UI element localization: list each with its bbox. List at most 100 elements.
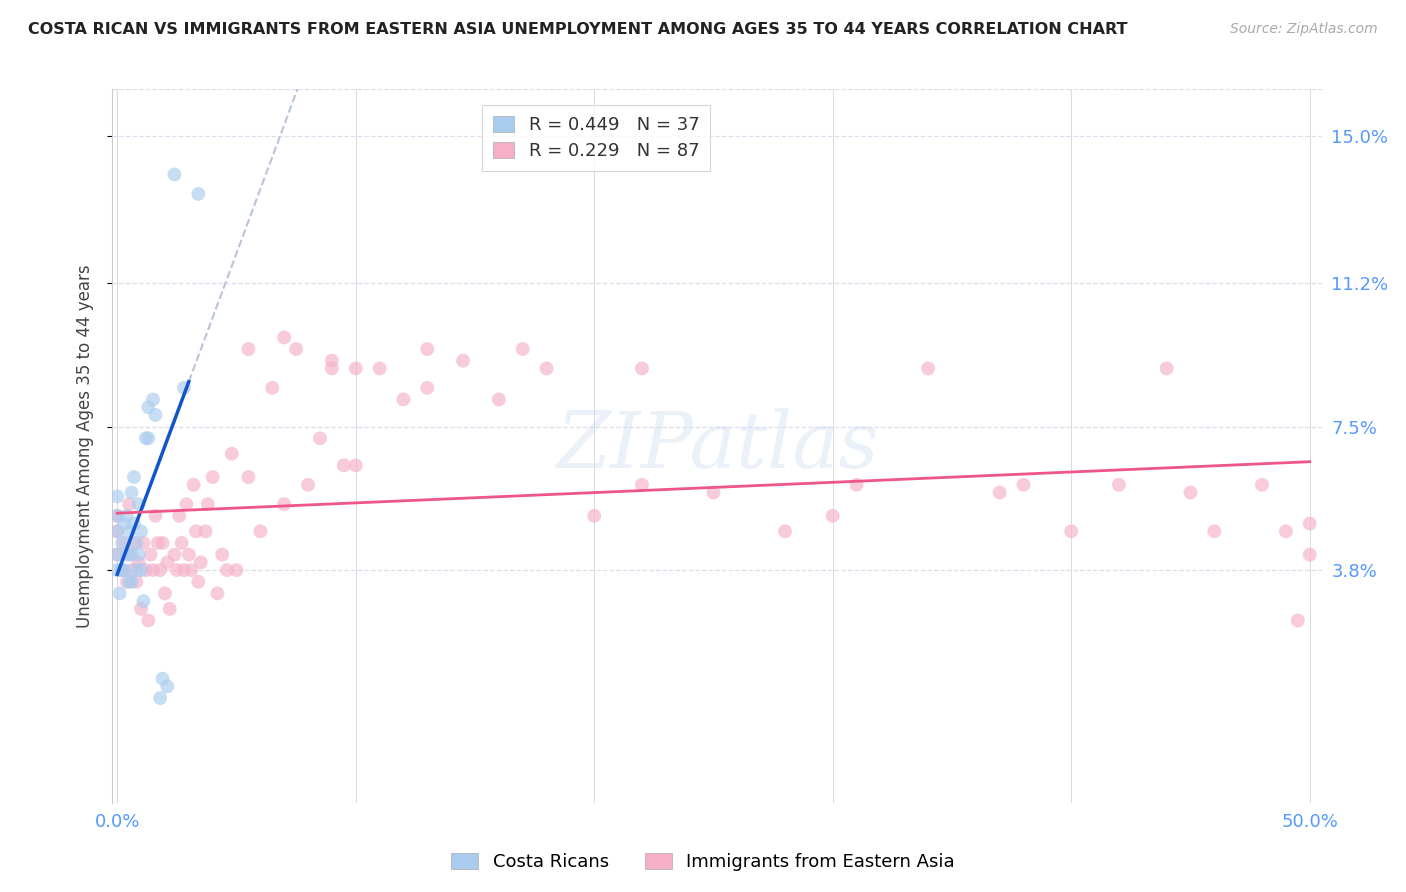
Point bbox=[115, 508, 138, 523]
Point bbox=[321, 361, 343, 376]
Point bbox=[512, 342, 534, 356]
Point bbox=[111, 563, 134, 577]
Point bbox=[321, 353, 343, 368]
Point bbox=[631, 361, 654, 376]
Point bbox=[201, 470, 224, 484]
Point bbox=[238, 342, 260, 356]
Point bbox=[1299, 516, 1322, 531]
Point bbox=[121, 563, 143, 577]
Point bbox=[631, 477, 654, 491]
Point bbox=[221, 447, 243, 461]
Point bbox=[132, 594, 155, 608]
Point bbox=[845, 477, 868, 491]
Point bbox=[129, 602, 152, 616]
Point bbox=[128, 555, 150, 569]
Point bbox=[1012, 477, 1035, 491]
Point bbox=[451, 353, 474, 368]
Point bbox=[163, 548, 186, 562]
Point bbox=[121, 485, 143, 500]
Point bbox=[1286, 614, 1309, 628]
Point bbox=[156, 555, 179, 569]
Point bbox=[136, 614, 159, 628]
Point bbox=[173, 563, 195, 577]
Point bbox=[392, 392, 415, 407]
Point bbox=[1156, 361, 1178, 376]
Point bbox=[177, 548, 200, 562]
Point bbox=[183, 477, 205, 491]
Point bbox=[115, 574, 138, 589]
Point bbox=[142, 563, 165, 577]
Point bbox=[121, 548, 143, 562]
Point bbox=[149, 563, 172, 577]
Point bbox=[139, 548, 162, 562]
Point bbox=[225, 563, 247, 577]
Legend: R = 0.449   N = 37, R = 0.229   N = 87: R = 0.449 N = 37, R = 0.229 N = 87 bbox=[482, 105, 710, 170]
Point bbox=[136, 431, 159, 445]
Point bbox=[416, 381, 439, 395]
Point bbox=[176, 497, 198, 511]
Point bbox=[122, 536, 145, 550]
Point bbox=[146, 536, 169, 550]
Point bbox=[211, 548, 233, 562]
Point bbox=[163, 168, 186, 182]
Point bbox=[111, 563, 134, 577]
Point bbox=[187, 186, 209, 201]
Point bbox=[105, 548, 128, 562]
Point bbox=[129, 524, 152, 539]
Point bbox=[166, 563, 188, 577]
Point bbox=[309, 431, 332, 445]
Point bbox=[249, 524, 271, 539]
Point bbox=[105, 524, 128, 539]
Point bbox=[273, 330, 295, 344]
Point bbox=[145, 508, 167, 523]
Point bbox=[105, 524, 128, 539]
Point bbox=[173, 381, 195, 395]
Point bbox=[1204, 524, 1226, 539]
Point bbox=[821, 508, 844, 523]
Point bbox=[238, 470, 260, 484]
Point bbox=[1275, 524, 1298, 539]
Point bbox=[344, 361, 367, 376]
Point bbox=[125, 536, 148, 550]
Point bbox=[917, 361, 939, 376]
Point bbox=[262, 381, 284, 395]
Point bbox=[105, 490, 128, 504]
Point bbox=[416, 342, 439, 356]
Point bbox=[111, 536, 134, 550]
Point bbox=[118, 524, 141, 539]
Point bbox=[118, 574, 141, 589]
Point bbox=[773, 524, 796, 539]
Point bbox=[145, 408, 167, 422]
Point bbox=[333, 458, 356, 473]
Point bbox=[215, 563, 238, 577]
Point bbox=[118, 497, 141, 511]
Text: ZIPatlas: ZIPatlas bbox=[555, 408, 879, 484]
Point bbox=[142, 392, 165, 407]
Point bbox=[122, 516, 145, 531]
Point bbox=[105, 548, 128, 562]
Point bbox=[128, 497, 150, 511]
Point bbox=[105, 508, 128, 523]
Point bbox=[112, 563, 135, 577]
Point bbox=[583, 508, 606, 523]
Point bbox=[368, 361, 391, 376]
Point bbox=[297, 477, 319, 491]
Point bbox=[167, 508, 190, 523]
Point bbox=[159, 602, 181, 616]
Point bbox=[1108, 477, 1130, 491]
Point bbox=[153, 586, 176, 600]
Point bbox=[149, 691, 172, 706]
Text: COSTA RICAN VS IMMIGRANTS FROM EASTERN ASIA UNEMPLOYMENT AMONG AGES 35 TO 44 YEA: COSTA RICAN VS IMMIGRANTS FROM EASTERN A… bbox=[28, 22, 1128, 37]
Point bbox=[536, 361, 558, 376]
Point bbox=[136, 401, 159, 415]
Point bbox=[105, 508, 128, 523]
Point bbox=[135, 563, 157, 577]
Point bbox=[125, 574, 148, 589]
Point bbox=[156, 680, 179, 694]
Text: Source: ZipAtlas.com: Source: ZipAtlas.com bbox=[1230, 22, 1378, 37]
Point bbox=[180, 563, 202, 577]
Point bbox=[988, 485, 1011, 500]
Point bbox=[1299, 548, 1322, 562]
Y-axis label: Unemployment Among Ages 35 to 44 years: Unemployment Among Ages 35 to 44 years bbox=[76, 264, 94, 628]
Point bbox=[121, 574, 143, 589]
